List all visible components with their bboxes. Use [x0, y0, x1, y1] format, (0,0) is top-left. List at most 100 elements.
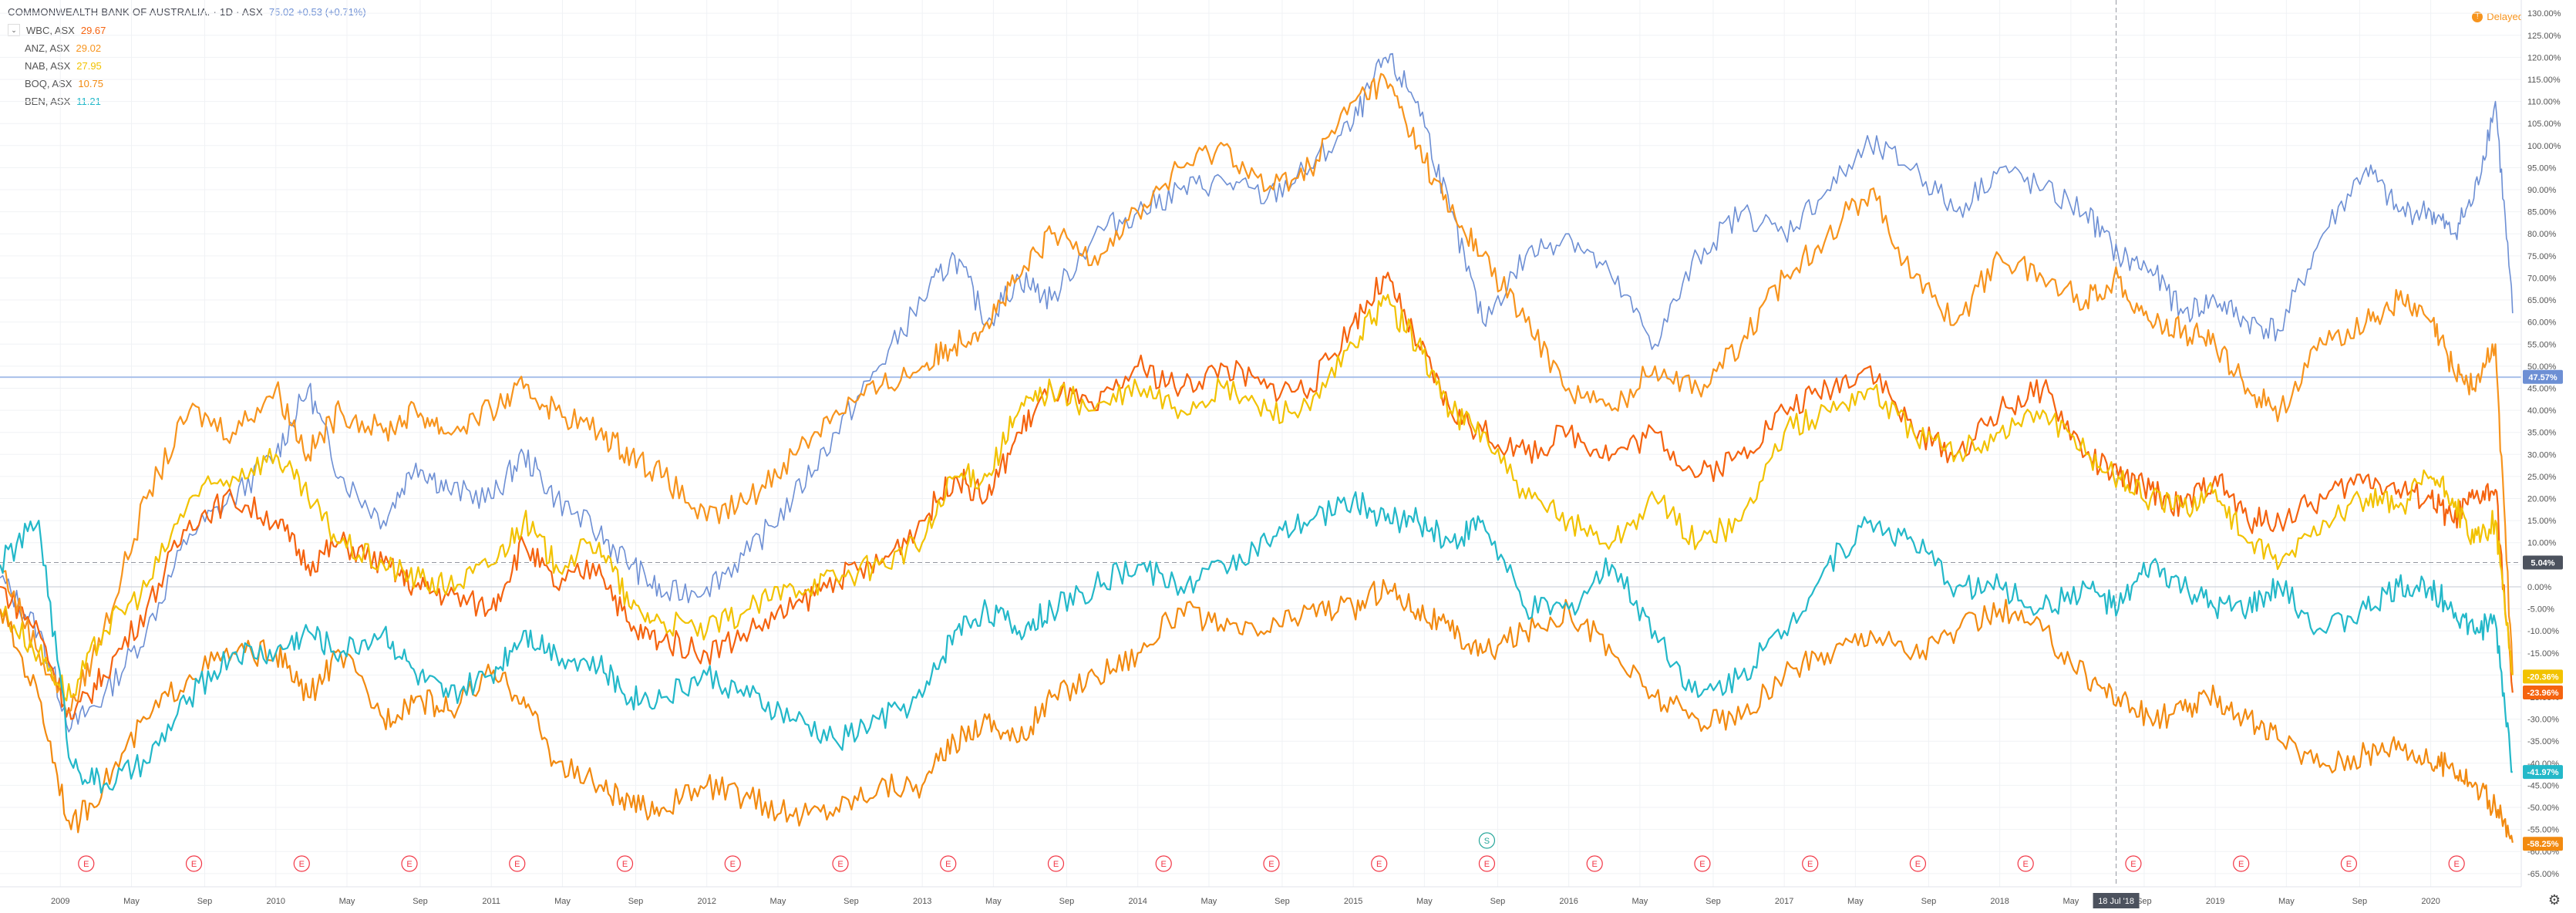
- earnings-event-icon[interactable]: [616, 855, 634, 872]
- legend-row-anz[interactable]: ANZ, ASX 29.02: [8, 42, 366, 54]
- series-line-ben: [0, 491, 2513, 794]
- earnings-event-icon[interactable]: [2340, 855, 2358, 872]
- x-tick-label: May: [1847, 897, 1864, 906]
- main-symbol-value: 75.02 +0.53 (+0.71%): [268, 6, 366, 18]
- x-tick-label: May: [123, 897, 140, 906]
- earnings-event-icon[interactable]: [1263, 855, 1280, 872]
- last-value-label: 47.57%: [2528, 373, 2557, 382]
- x-tick-label: 2009: [51, 897, 69, 906]
- x-tick-label: Sep: [1059, 897, 1075, 906]
- earnings-event-icon[interactable]: [1586, 855, 1603, 872]
- earnings-event-label: E: [622, 860, 628, 869]
- earnings-event-icon[interactable]: [1371, 855, 1388, 872]
- last-value-label: -20.36%: [2527, 672, 2559, 682]
- earnings-event-icon[interactable]: [1909, 855, 1927, 872]
- earnings-event-icon[interactable]: [1047, 855, 1065, 872]
- earnings-event-icon[interactable]: [1694, 855, 1711, 872]
- x-tick-label: 2017: [1775, 897, 1793, 906]
- x-tick-label: 2019: [2206, 897, 2224, 906]
- earnings-event-label: E: [945, 860, 951, 869]
- earnings-event-label: E: [83, 860, 89, 869]
- x-tick-label: May: [985, 897, 1002, 906]
- earnings-event-icon[interactable]: [509, 855, 526, 872]
- earnings-event-icon[interactable]: [940, 855, 957, 872]
- legend-title-row: COMMONWEALTH BANK OF AUSTRALIA. · 1D · A…: [8, 6, 366, 18]
- last-value-label: -23.96%: [2527, 689, 2559, 698]
- earnings-event-label: E: [1807, 860, 1813, 869]
- legend-symbol: ANZ, ASX: [25, 42, 70, 54]
- y-tick-label: 110.00%: [2527, 98, 2561, 107]
- earnings-event-icon[interactable]: [401, 855, 418, 872]
- y-tick-label: 60.00%: [2527, 318, 2557, 328]
- earnings-event-icon[interactable]: [2125, 855, 2142, 872]
- y-tick-label: -10.00%: [2527, 627, 2559, 636]
- y-tick-label: 30.00%: [2527, 450, 2557, 460]
- x-tick-label: Sep: [628, 897, 644, 906]
- y-tick-label: -5.00%: [2527, 605, 2554, 615]
- legend-row-wbc[interactable]: ⌄ WBC, ASX 29.67: [8, 24, 366, 36]
- delayed-indicator[interactable]: ! Delayed: [2472, 11, 2524, 22]
- y-tick-label: 90.00%: [2527, 186, 2557, 195]
- earnings-event-label: E: [406, 860, 412, 869]
- earnings-event-icon[interactable]: [185, 855, 203, 872]
- last-value-badge: [2523, 555, 2563, 570]
- earnings-event-icon[interactable]: [832, 855, 849, 872]
- x-tick-label: May: [2278, 897, 2295, 906]
- earnings-event-icon[interactable]: [2448, 855, 2465, 872]
- split-event-icon[interactable]: [1478, 832, 1496, 849]
- earnings-event-label: E: [1376, 860, 1382, 869]
- y-tick-label: 40.00%: [2527, 406, 2557, 416]
- crosshair-date-box: [2093, 893, 2140, 908]
- price-axis[interactable]: [2521, 0, 2576, 913]
- x-tick-label: 2020: [2421, 897, 2440, 906]
- series-line-boq: [0, 578, 2514, 843]
- earnings-event-label: E: [1161, 860, 1167, 869]
- x-tick-label: Sep: [1490, 897, 1506, 906]
- x-tick-label: Sep: [1921, 897, 1937, 906]
- y-tick-label: 25.00%: [2527, 473, 2557, 482]
- delayed-label: Delayed: [2487, 11, 2524, 22]
- x-tick-label: Sep: [412, 897, 428, 906]
- earnings-event-label: E: [1915, 860, 1921, 869]
- x-tick-label: May: [1416, 897, 1433, 906]
- earnings-event-label: E: [1699, 860, 1705, 869]
- chevron-down-icon[interactable]: ⌄: [8, 24, 20, 36]
- legend-symbol: WBC, ASX: [26, 24, 75, 36]
- legend-row-nab[interactable]: NAB, ASX 27.95: [8, 60, 366, 72]
- earnings-event-icon[interactable]: [2017, 855, 2034, 872]
- x-tick-label: May: [2062, 897, 2079, 906]
- x-tick-label: 2013: [913, 897, 931, 906]
- earnings-event-label: E: [730, 860, 736, 869]
- last-value-label: -41.97%: [2527, 768, 2559, 777]
- chart-legend: COMMONWEALTH BANK OF AUSTRALIA. · 1D · A…: [8, 6, 366, 107]
- y-tick-label: 35.00%: [2527, 429, 2557, 438]
- earnings-event-icon[interactable]: [293, 855, 310, 872]
- last-value-badge: [2523, 765, 2563, 780]
- earnings-event-icon[interactable]: [2233, 855, 2250, 872]
- x-tick-label: May: [554, 897, 571, 906]
- x-tick-label: Sep: [2352, 897, 2368, 906]
- y-tick-label: 10.00%: [2527, 539, 2557, 548]
- y-tick-label: -55.00%: [2527, 826, 2559, 835]
- earnings-event-icon[interactable]: [78, 855, 95, 872]
- y-tick-label: 0.00%: [2527, 583, 2551, 592]
- earnings-event-label: E: [514, 860, 520, 869]
- x-tick-label: May: [1201, 897, 1217, 906]
- y-tick-label: 105.00%: [2527, 120, 2561, 129]
- legend-value: 29.02: [76, 42, 102, 54]
- earnings-event-icon[interactable]: [1478, 855, 1496, 872]
- gear-icon[interactable]: ⚙: [2547, 892, 2561, 908]
- earnings-event-label: E: [299, 860, 305, 869]
- y-tick-label: 100.00%: [2527, 142, 2561, 151]
- earnings-event-icon[interactable]: [1155, 855, 1172, 872]
- earnings-event-label: E: [2238, 860, 2244, 869]
- earnings-event-label: E: [1053, 860, 1059, 869]
- earnings-event-icon[interactable]: [724, 855, 741, 872]
- y-tick-label: 125.00%: [2527, 32, 2561, 41]
- y-tick-label: -45.00%: [2527, 781, 2559, 790]
- x-tick-label: May: [339, 897, 355, 906]
- x-tick-label: Sep: [197, 897, 213, 906]
- earnings-event-icon[interactable]: [1802, 855, 1819, 872]
- earnings-event-label: E: [2130, 860, 2136, 869]
